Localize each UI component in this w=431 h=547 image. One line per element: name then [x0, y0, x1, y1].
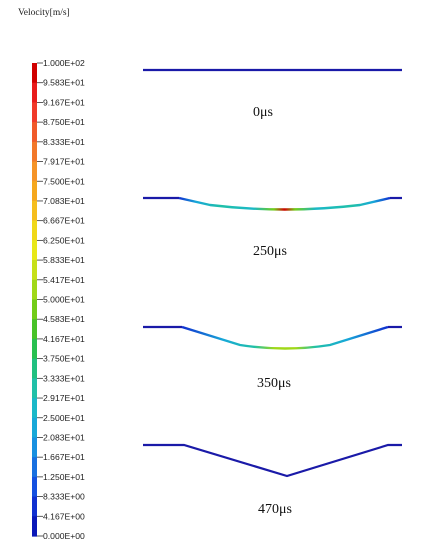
- legend-color-band: [32, 437, 37, 458]
- legend-tick-label: 1.250E+01: [43, 472, 85, 482]
- legend-color-band: [32, 398, 37, 419]
- legend-color-band: [32, 161, 37, 182]
- legend-color-band: [32, 516, 37, 537]
- legend-tick-label: 7.500E+01: [43, 176, 85, 186]
- legend-title: Velocity[m/s]: [18, 8, 70, 18]
- plate-profile: [143, 443, 402, 478]
- legend-tick-label: 2.083E+01: [43, 432, 85, 442]
- time-label-250us: 250μs: [253, 244, 287, 259]
- time-label-350us: 350μs: [257, 376, 291, 391]
- legend-tick-label: 8.333E+00: [43, 492, 85, 502]
- legend-color-band: [32, 279, 37, 301]
- plate-state-350us: [143, 325, 402, 350]
- legend-tick-label: 7.083E+01: [43, 196, 85, 206]
- legend-color-band: [32, 240, 37, 261]
- legend-tick-label: 3.333E+01: [43, 373, 85, 383]
- legend-color-band: [32, 260, 37, 281]
- legend-tick-label: 9.167E+01: [43, 97, 85, 107]
- velocity-color-legend: 1.000E+02 9.583E+01 9.167E+01 8.750E+01 8.33…: [32, 58, 85, 541]
- legend-tick-label: 7.917E+01: [43, 157, 85, 167]
- legend-tick-label: 9.583E+01: [43, 78, 85, 88]
- legend-tick-label: 0.000E+00: [43, 531, 85, 541]
- legend-color-band: [32, 338, 37, 360]
- plate-deformed-zone: [178, 196, 391, 211]
- legend-tick-label: 1.667E+01: [43, 452, 85, 462]
- legend-color-band: [32, 181, 37, 202]
- plate-state-250us: [143, 196, 402, 211]
- legend-color-band: [32, 200, 37, 222]
- legend-tick-label: 4.583E+01: [43, 314, 85, 324]
- legend-tick-label: 8.333E+01: [43, 137, 85, 147]
- legend-color-band: [32, 63, 37, 84]
- legend-tick-label: 4.167E+00: [43, 511, 85, 521]
- legend-color-band: [32, 102, 37, 123]
- legend-tick-label: 6.667E+01: [43, 216, 85, 226]
- legend-color-band: [32, 82, 37, 104]
- legend-tick-label: 8.750E+01: [43, 117, 85, 127]
- legend-color-band: [32, 220, 37, 241]
- legend-color-band: [32, 319, 37, 340]
- legend-color-band: [32, 496, 37, 517]
- legend-color-band: [32, 141, 37, 163]
- time-label-0us: 0μs: [253, 105, 273, 120]
- legend-tick-label: 5.417E+01: [43, 275, 85, 285]
- legend-color-band: [32, 358, 37, 379]
- legend-tick-label: 2.917E+01: [43, 393, 85, 403]
- legend-tick-label: 5.833E+01: [43, 255, 85, 265]
- legend-tick-label: 1.000E+02: [43, 58, 85, 68]
- plate-deformed-zone: [181, 325, 389, 350]
- legend-tick-label: 4.167E+01: [43, 334, 85, 344]
- legend-tick-label: 6.250E+01: [43, 235, 85, 245]
- plate-state-470us: [143, 443, 402, 478]
- legend-color-band: [32, 417, 37, 439]
- legend-color-band: [32, 122, 37, 143]
- legend-color-band: [32, 476, 37, 498]
- legend-color-band: [32, 378, 37, 399]
- legend-tick-label: 3.750E+01: [43, 354, 85, 364]
- legend-color-band: [32, 457, 37, 478]
- legend-tick-label: 2.500E+01: [43, 413, 85, 423]
- legend-color-band: [32, 299, 37, 320]
- time-label-470us: 470μs: [258, 502, 292, 517]
- legend-tick-label: 5.000E+01: [43, 295, 85, 305]
